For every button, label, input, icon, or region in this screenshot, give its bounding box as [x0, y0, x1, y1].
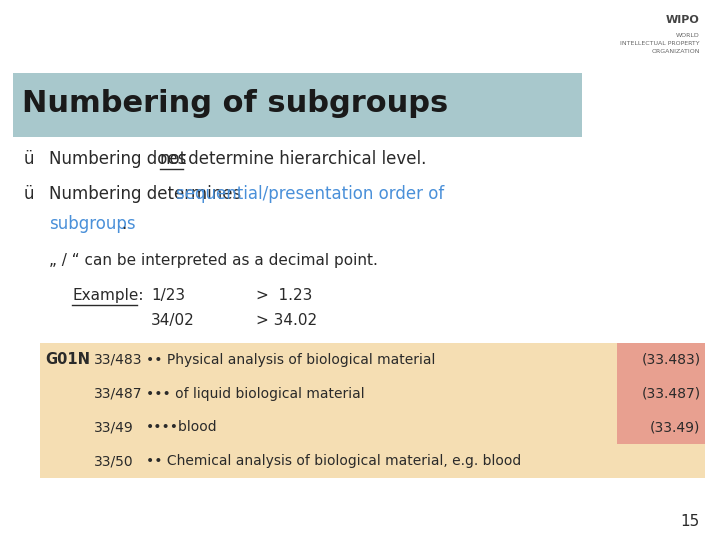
Text: •• Physical analysis of biological material: •• Physical analysis of biological mater… [146, 353, 436, 367]
Text: WIPO: WIPO [666, 15, 700, 25]
Text: •• Chemical analysis of biological material, e.g. blood: •• Chemical analysis of biological mater… [146, 454, 521, 468]
Text: subgroups: subgroups [49, 215, 135, 233]
Text: 33/483: 33/483 [94, 353, 142, 367]
Text: determine hierarchical level.: determine hierarchical level. [183, 150, 426, 168]
Text: Numbering does: Numbering does [49, 150, 192, 168]
Text: sequential/presentation order of: sequential/presentation order of [176, 185, 445, 204]
Text: 34/02: 34/02 [151, 313, 195, 328]
Text: INTELLECTUAL PROPERTY: INTELLECTUAL PROPERTY [620, 41, 700, 46]
Text: Example:: Example: [72, 288, 143, 303]
Text: Numbering determines: Numbering determines [49, 185, 246, 204]
Text: 33/50: 33/50 [94, 454, 133, 468]
Text: G01N: G01N [45, 352, 91, 367]
Text: ü: ü [24, 185, 35, 204]
Text: 15: 15 [680, 514, 700, 529]
Text: 1/23: 1/23 [151, 288, 185, 303]
Text: .: . [121, 215, 126, 233]
Text: not: not [160, 150, 187, 168]
Text: „ / “ can be interpreted as a decimal point.: „ / “ can be interpreted as a decimal po… [49, 253, 378, 268]
Text: ü: ü [24, 150, 35, 168]
Text: ••• of liquid biological material: ••• of liquid biological material [146, 387, 365, 401]
Text: 33/487: 33/487 [94, 387, 142, 401]
Text: (33.487): (33.487) [642, 387, 701, 401]
Text: 33/49: 33/49 [94, 420, 133, 434]
Text: (33.49): (33.49) [650, 420, 701, 434]
Text: >  1.23: > 1.23 [256, 288, 312, 303]
Text: WORLD: WORLD [676, 33, 700, 38]
Text: ORGANIZATION: ORGANIZATION [652, 49, 700, 53]
Text: ••••blood: ••••blood [146, 420, 217, 434]
Text: > 34.02: > 34.02 [256, 313, 317, 328]
Text: (33.483): (33.483) [642, 353, 701, 367]
Text: Numbering of subgroups: Numbering of subgroups [22, 89, 448, 118]
